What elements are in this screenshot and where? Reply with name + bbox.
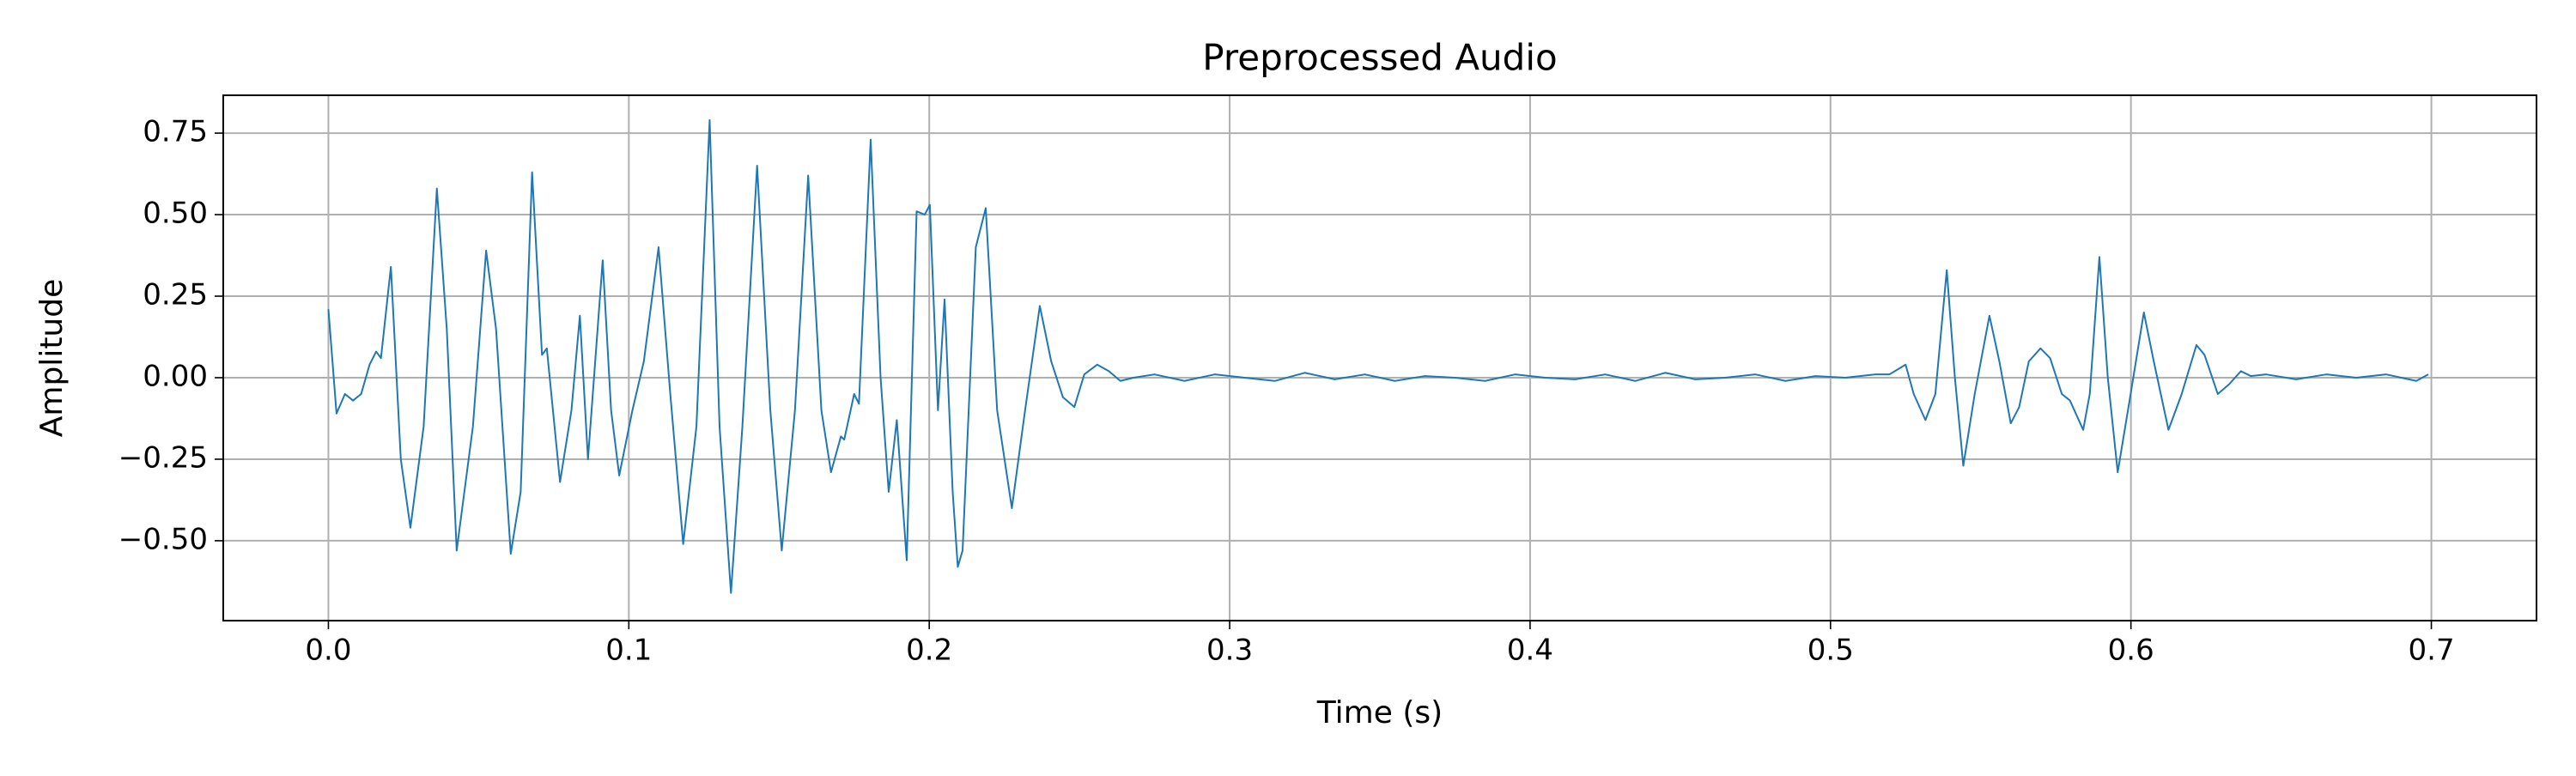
x-tick-label: 0.3 <box>1206 634 1253 668</box>
x-tick-label: 0.5 <box>1807 634 1854 668</box>
y-tick-label: 0.00 <box>143 359 208 393</box>
chart-title: Preprocessed Audio <box>1202 37 1557 79</box>
x-tick-label: 0.2 <box>906 634 952 668</box>
y-axis-label: Amplitude <box>34 279 70 437</box>
x-tick-label: 0.6 <box>2108 634 2154 668</box>
waveform-line <box>327 118 2429 594</box>
y-tick-label: 0.25 <box>143 278 208 312</box>
plot-frame <box>222 94 2537 621</box>
y-tick-label: −0.25 <box>118 440 208 475</box>
y-tick-label: −0.50 <box>118 522 208 556</box>
x-axis-label: Time (s) <box>1316 695 1443 731</box>
y-tick-label: 0.50 <box>143 197 208 231</box>
x-tick-label: 0.1 <box>605 634 652 668</box>
x-tick-label: 0.0 <box>305 634 351 668</box>
x-tick-label: 0.7 <box>2409 634 2455 668</box>
x-tick-label: 0.4 <box>1507 634 1553 668</box>
y-tick-label: 0.75 <box>143 115 208 149</box>
